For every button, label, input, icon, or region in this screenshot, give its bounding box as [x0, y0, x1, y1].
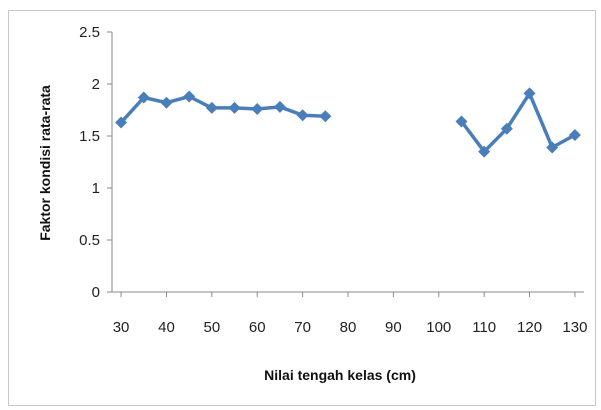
x-tick-label: 90	[385, 319, 402, 336]
x-tick-label: 100	[426, 319, 451, 336]
data-point-marker	[478, 145, 491, 158]
data-point-marker	[546, 141, 559, 154]
x-tick-label: 30	[113, 319, 130, 336]
data-point-marker	[137, 91, 150, 104]
data-point-marker	[296, 109, 309, 122]
x-tick-label: 50	[204, 319, 221, 336]
x-axis-title: Nilai tengah kelas (cm)	[264, 367, 416, 383]
data-point-marker	[500, 122, 513, 135]
data-point-marker	[319, 110, 332, 123]
data-point-marker	[251, 102, 264, 115]
series-line	[460, 91, 576, 154]
x-tick-label: 80	[340, 319, 357, 336]
data-point-marker	[455, 115, 468, 128]
x-tick-label: 40	[158, 319, 175, 336]
data-point-marker	[228, 101, 241, 114]
data-point-marker	[523, 87, 536, 100]
series-line	[119, 94, 326, 124]
series-layer	[115, 87, 581, 158]
y-tick-label: 0.5	[79, 232, 100, 249]
chart-frame	[8, 10, 596, 406]
axes: 0 0.5 1 1.5 2 2.5 30 40 50 60 70 80 90 100 110 120 130	[79, 24, 587, 336]
series-2	[455, 87, 581, 158]
data-point-marker	[205, 101, 218, 114]
data-point-marker	[273, 100, 286, 113]
x-tick-label: 130	[562, 319, 587, 336]
y-tick-label: 1.5	[79, 128, 100, 145]
data-point-marker	[160, 96, 173, 109]
data-point-marker	[115, 116, 128, 129]
y-tick-label: 2	[92, 76, 100, 93]
y-tick-label: 1	[92, 180, 100, 197]
series-1	[115, 90, 332, 129]
x-tick-label: 60	[249, 319, 266, 336]
x-tick-label: 110	[472, 319, 496, 336]
data-point-marker	[568, 128, 581, 141]
y-axis-title: Faktor kondisi rata-rata	[37, 85, 53, 241]
y-tick-label: 2.5	[79, 24, 100, 41]
x-tick-label: 70	[294, 319, 311, 336]
x-tick-label: 120	[517, 319, 542, 336]
y-tick-label: 0	[92, 284, 100, 301]
data-point-marker	[183, 90, 196, 103]
